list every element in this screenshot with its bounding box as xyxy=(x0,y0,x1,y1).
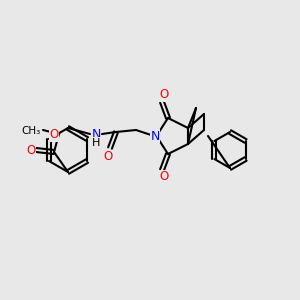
Text: O: O xyxy=(103,151,112,164)
Text: O: O xyxy=(50,128,58,142)
Text: O: O xyxy=(159,170,169,184)
Text: H: H xyxy=(92,138,100,148)
Text: N: N xyxy=(150,130,160,142)
Text: O: O xyxy=(159,88,169,101)
Text: CH₃: CH₃ xyxy=(21,126,40,136)
Text: O: O xyxy=(26,143,36,157)
Text: N: N xyxy=(91,128,101,140)
